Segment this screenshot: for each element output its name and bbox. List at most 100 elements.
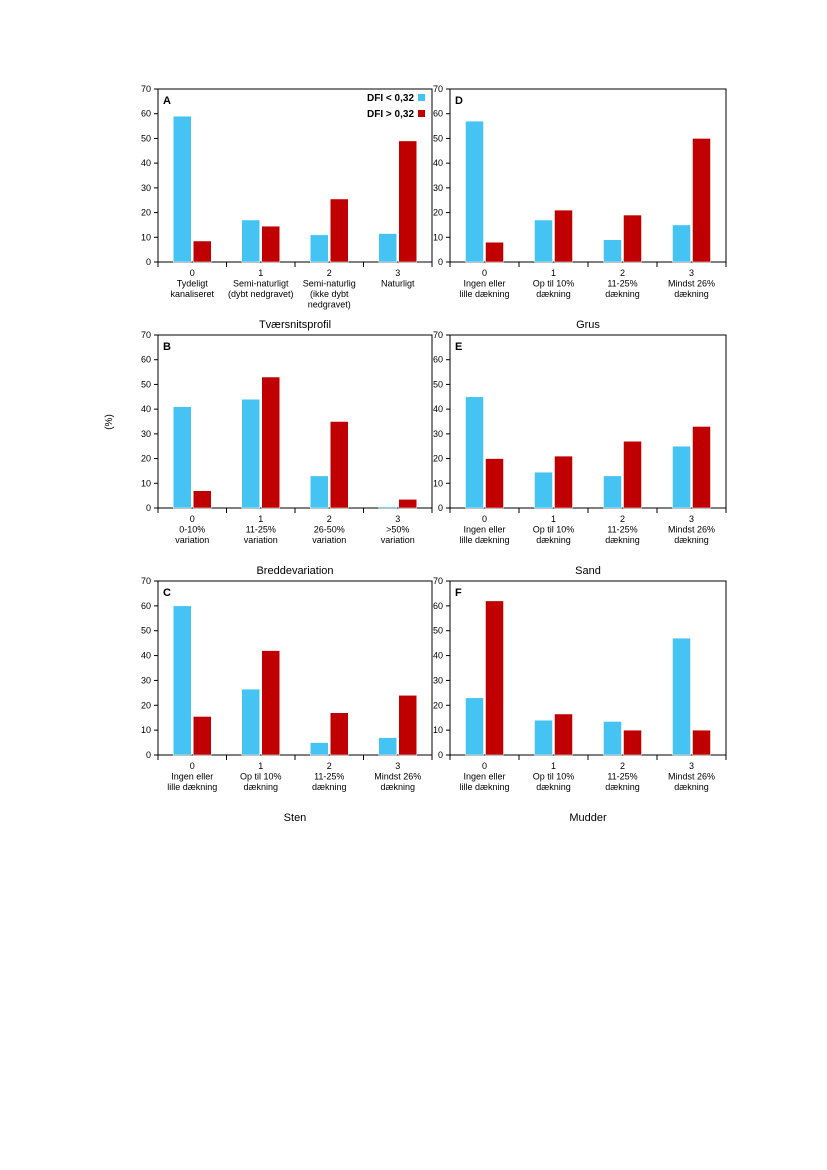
bar-a-cat1-series2	[261, 225, 280, 263]
category-code-label: 2	[620, 268, 625, 278]
category-code-label: 0	[190, 761, 195, 771]
y-tick-label: 60	[433, 355, 443, 365]
category-label: Mindst 26%	[668, 279, 715, 289]
category-code-label: 3	[395, 268, 400, 278]
category-code-label: 0	[482, 514, 487, 524]
bar-d-cat3-series1	[672, 224, 691, 263]
category-code-label: 3	[395, 514, 400, 524]
x-axis-title: Breddevariation	[256, 565, 333, 577]
y-tick-label: 50	[141, 379, 151, 389]
category-label: Semi-naturlig	[303, 279, 356, 289]
bar-d-cat0-series2	[485, 241, 504, 263]
y-tick-label: 20	[433, 208, 443, 218]
y-tick-label: 70	[141, 84, 151, 94]
bar-b-cat3-series1	[378, 506, 397, 509]
y-tick-label: 20	[433, 700, 443, 710]
bar-e-cat0-series2	[485, 458, 504, 509]
category-label: nedgravet)	[308, 300, 351, 310]
bar-c-cat1-series1	[241, 688, 260, 756]
panel-b: 01020304050607000-10%variation111-25%var…	[141, 330, 433, 577]
legend-label-series1: DFI < 0,32	[367, 93, 414, 104]
category-code-label: 2	[327, 514, 332, 524]
y-tick-label: 70	[433, 330, 443, 340]
y-tick-label: 30	[433, 675, 443, 685]
y-tick-label: 30	[141, 183, 151, 193]
category-label: dækning	[536, 782, 571, 792]
category-label: dækning	[536, 535, 571, 545]
bar-a-cat1-series1	[241, 219, 260, 263]
category-label: Op til 10%	[533, 279, 575, 289]
bar-f-cat2-series1	[603, 721, 622, 756]
category-label: 26-50%	[314, 525, 345, 535]
bar-c-cat3-series2	[398, 695, 417, 756]
bar-f-cat3-series1	[672, 637, 691, 756]
category-label: kanaliseret	[170, 289, 214, 299]
y-tick-label: 40	[141, 158, 151, 168]
category-code-label: 0	[482, 761, 487, 771]
category-label: dækning	[674, 535, 709, 545]
category-code-label: 1	[258, 761, 263, 771]
y-tick-label: 60	[433, 601, 443, 611]
bar-f-cat1-series2	[554, 713, 573, 756]
y-tick-label: 50	[433, 133, 443, 143]
bar-b-cat2-series1	[310, 475, 329, 509]
category-label: 11-25%	[314, 772, 344, 782]
category-code-label: 1	[551, 761, 556, 771]
category-label: Ingen eller	[463, 772, 505, 782]
category-label: 11-25%	[246, 525, 276, 535]
bar-f-cat2-series2	[623, 729, 642, 756]
y-tick-label: 60	[141, 109, 151, 119]
y-tick-label: 50	[433, 379, 443, 389]
category-label: >50%	[386, 525, 409, 535]
y-tick-label: 10	[433, 232, 443, 242]
category-label: dækning	[536, 289, 571, 299]
category-label: 11-25%	[607, 525, 637, 535]
category-label: Op til 10%	[533, 525, 575, 535]
category-label: Mindst 26%	[374, 772, 421, 782]
category-label: (ikke dybt	[310, 289, 349, 299]
category-code-label: 3	[689, 761, 694, 771]
y-tick-label: 50	[433, 626, 443, 636]
bar-d-cat1-series2	[554, 209, 573, 263]
y-tick-label: 60	[141, 355, 151, 365]
category-label: dækning	[605, 782, 640, 792]
bar-c-cat2-series2	[330, 712, 349, 756]
legend-swatch-series2	[418, 110, 425, 117]
y-tick-label: 70	[433, 84, 443, 94]
bar-a-cat3-series1	[378, 233, 397, 263]
y-tick-label: 30	[433, 183, 443, 193]
y-tick-label: 20	[141, 454, 151, 464]
bar-e-cat3-series2	[692, 426, 711, 509]
panels: 0102030405060700Tydeligtkanaliseret1Semi…	[141, 84, 727, 824]
category-label: (dybt nedgravet)	[228, 289, 294, 299]
bar-e-cat1-series1	[534, 471, 553, 509]
bar-a-cat3-series2	[398, 140, 417, 263]
y-tick-label: 30	[141, 429, 151, 439]
bar-a-cat0-series1	[173, 115, 192, 263]
bar-e-cat1-series2	[554, 455, 573, 509]
category-code-label: 0	[190, 268, 195, 278]
y-tick-label: 0	[438, 257, 443, 267]
bar-c-cat0-series1	[173, 605, 192, 756]
y-tick-label: 10	[141, 232, 151, 242]
category-code-label: 2	[327, 268, 332, 278]
bar-f-cat3-series2	[692, 729, 711, 756]
category-label: Naturligt	[381, 279, 415, 289]
bar-b-cat3-series2	[398, 499, 417, 509]
panel-letter: C	[163, 587, 171, 599]
panel-letter: A	[163, 95, 171, 107]
category-label: dækning	[674, 289, 709, 299]
shared-y-axis-label: (%)	[104, 414, 115, 430]
y-tick-label: 40	[433, 158, 443, 168]
x-axis-title: Sand	[575, 565, 601, 577]
bar-b-cat0-series1	[173, 406, 192, 509]
bar-e-cat2-series2	[623, 441, 642, 509]
category-code-label: 1	[258, 268, 263, 278]
category-code-label: 3	[689, 514, 694, 524]
category-code-label: 1	[551, 268, 556, 278]
category-label: Op til 10%	[240, 772, 282, 782]
y-tick-label: 60	[433, 109, 443, 119]
